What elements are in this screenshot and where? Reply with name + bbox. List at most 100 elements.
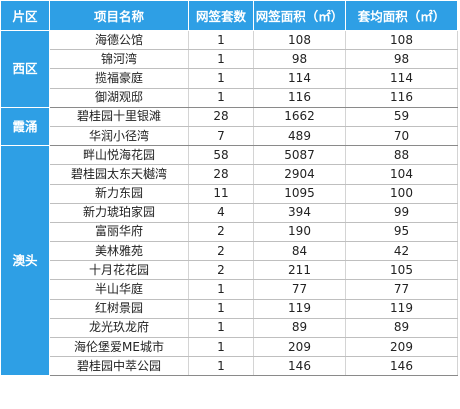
table-row: 华润小径湾 7 489 70 <box>1 126 458 147</box>
area-cell: 394 <box>253 203 346 223</box>
units-cell: 2 <box>188 241 254 262</box>
avg-area-cell: 105 <box>345 260 458 281</box>
area-cell: 5087 <box>253 145 346 166</box>
header-district: 片区 <box>0 0 50 31</box>
area-cell: 77 <box>253 279 346 300</box>
area-cell: 2904 <box>253 164 346 185</box>
avg-area-cell: 116 <box>345 88 458 108</box>
header-avg-area: 套均面积（㎡） <box>345 0 458 31</box>
project-name-cell: 华润小径湾 <box>49 126 189 147</box>
avg-area-cell: 88 <box>345 145 458 166</box>
table-row: 御湖观邸 1 116 116 <box>1 88 458 108</box>
units-cell: 28 <box>188 164 254 185</box>
units-cell: 1 <box>188 279 254 300</box>
area-cell: 89 <box>253 318 346 339</box>
area-cell: 116 <box>253 88 346 108</box>
area-cell: 190 <box>253 222 346 243</box>
table-row: 半山华庭 1 77 77 <box>1 279 458 300</box>
units-cell: 1 <box>188 299 254 319</box>
project-name-cell: 揽福豪庭 <box>49 68 189 89</box>
avg-area-cell: 77 <box>345 279 458 300</box>
table-row: 碧桂园太东天樾湾 28 2904 104 <box>1 164 458 185</box>
project-name-cell: 畔山悦海花园 <box>49 145 189 166</box>
avg-area-cell: 119 <box>345 299 458 319</box>
units-cell: 1 <box>188 356 254 377</box>
avg-area-cell: 89 <box>345 318 458 339</box>
units-cell: 1 <box>188 88 254 108</box>
project-name-cell: 碧桂园十里银滩 <box>49 107 189 127</box>
avg-area-cell: 95 <box>345 222 458 243</box>
project-name-cell: 碧桂园中萃公园 <box>49 356 189 377</box>
district-cell: 澳头 <box>0 145 50 377</box>
units-cell: 2 <box>188 260 254 281</box>
units-cell: 28 <box>188 107 254 127</box>
avg-area-cell: 108 <box>345 30 458 51</box>
project-name-cell: 御湖观邸 <box>49 88 189 108</box>
project-name-cell: 红树景园 <box>49 299 189 319</box>
units-cell: 1 <box>188 318 254 339</box>
table-row: 碧桂园中萃公园 1 146 146 <box>1 356 458 377</box>
table-row: 富丽华府 2 190 95 <box>1 222 458 243</box>
table-row: 龙光玖龙府 1 89 89 <box>1 318 458 339</box>
table-row: 新力琥珀家园 4 394 99 <box>1 203 458 223</box>
project-name-cell: 半山华庭 <box>49 279 189 300</box>
area-cell: 98 <box>253 49 346 70</box>
units-cell: 1 <box>188 337 254 358</box>
units-cell: 1 <box>188 49 254 70</box>
project-name-cell: 美林雅苑 <box>49 241 189 262</box>
table-row: 澳头 畔山悦海花园 58 5087 88 <box>0 145 458 377</box>
units-cell: 58 <box>188 145 254 166</box>
table-body: 西区 海德公馆 1 108 108 锦河湾 1 98 98 揽福豪庭 1 114 114 御湖观邸 1 116… <box>0 30 458 377</box>
table-row: 十月花花园 2 211 105 <box>1 260 458 281</box>
area-cell: 211 <box>253 260 346 281</box>
units-cell: 1 <box>188 68 254 89</box>
area-cell: 84 <box>253 241 346 262</box>
table-row: 锦河湾 1 98 98 <box>1 49 458 70</box>
header-area: 网签面积（㎡） <box>253 0 346 31</box>
area-cell: 209 <box>253 337 346 358</box>
header-row: 片区 项目名称 网签套数 网签面积（㎡） 套均面积（㎡） <box>0 0 458 31</box>
area-cell: 114 <box>253 68 346 89</box>
project-name-cell: 十月花花园 <box>49 260 189 281</box>
table-row: 新力东园 11 1095 100 <box>1 184 458 204</box>
project-name-cell: 碧桂园太东天樾湾 <box>49 164 189 185</box>
district-cell: 霞涌 <box>0 106 50 147</box>
units-cell: 11 <box>188 184 254 204</box>
area-cell: 489 <box>253 126 346 147</box>
avg-area-cell: 100 <box>345 184 458 204</box>
table-row: 霞涌 碧桂园十里银滩 28 1662 59 <box>0 106 458 147</box>
avg-area-cell: 99 <box>345 203 458 223</box>
table-row: 海伦堡爱ME城市 1 209 209 <box>1 337 458 358</box>
avg-area-cell: 104 <box>345 164 458 185</box>
avg-area-cell: 59 <box>345 107 458 127</box>
area-cell: 146 <box>253 356 346 377</box>
project-name-cell: 龙光玖龙府 <box>49 318 189 339</box>
avg-area-cell: 146 <box>345 356 458 377</box>
sales-table: 片区 项目名称 网签套数 网签面积（㎡） 套均面积（㎡） 西区 海德公馆 1 108 1… <box>0 0 458 377</box>
table-row: 西区 海德公馆 1 108 108 <box>0 30 458 108</box>
units-cell: 7 <box>188 126 254 147</box>
units-cell: 4 <box>188 203 254 223</box>
table-row: 红树景园 1 119 119 <box>1 299 458 319</box>
project-name-cell: 海德公馆 <box>49 30 189 51</box>
area-cell: 108 <box>253 30 346 51</box>
avg-area-cell: 98 <box>345 49 458 70</box>
project-name-cell: 锦河湾 <box>49 49 189 70</box>
project-name-cell: 新力东园 <box>49 184 189 204</box>
avg-area-cell: 42 <box>345 241 458 262</box>
table-row: 揽福豪庭 1 114 114 <box>1 68 458 89</box>
units-cell: 1 <box>188 30 254 51</box>
area-cell: 1662 <box>253 107 346 127</box>
project-name-cell: 富丽华府 <box>49 222 189 243</box>
header-units: 网签套数 <box>188 0 254 31</box>
table-row: 美林雅苑 2 84 42 <box>1 241 458 262</box>
avg-area-cell: 70 <box>345 126 458 147</box>
avg-area-cell: 209 <box>345 337 458 358</box>
project-name-cell: 海伦堡爱ME城市 <box>49 337 189 358</box>
avg-area-cell: 114 <box>345 68 458 89</box>
units-cell: 2 <box>188 222 254 243</box>
area-cell: 119 <box>253 299 346 319</box>
area-cell: 1095 <box>253 184 346 204</box>
project-name-cell: 新力琥珀家园 <box>49 203 189 223</box>
